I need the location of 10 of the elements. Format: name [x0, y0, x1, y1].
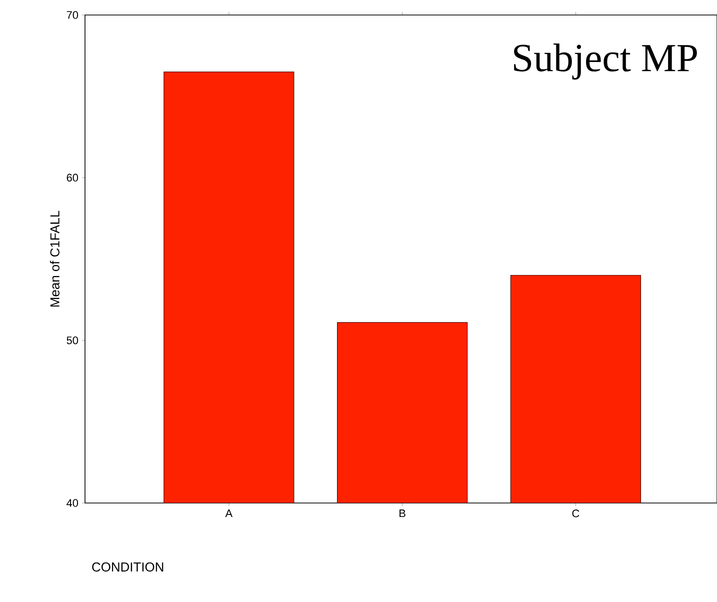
y-tick-label: 70 — [66, 11, 78, 19]
y-tick-label: 60 — [66, 174, 78, 182]
y-axis-title: Mean of C1FALL — [50, 210, 60, 307]
y-tick-label: 40 — [66, 499, 78, 507]
x-tick-label: C — [572, 510, 580, 518]
x-tick-label: B — [400, 510, 406, 518]
annotation: Subject MP — [514, 44, 697, 80]
y-tick-label: 50 — [66, 336, 78, 344]
x-tick-label: A — [225, 510, 233, 518]
text: CONDITION — [92, 562, 164, 572]
